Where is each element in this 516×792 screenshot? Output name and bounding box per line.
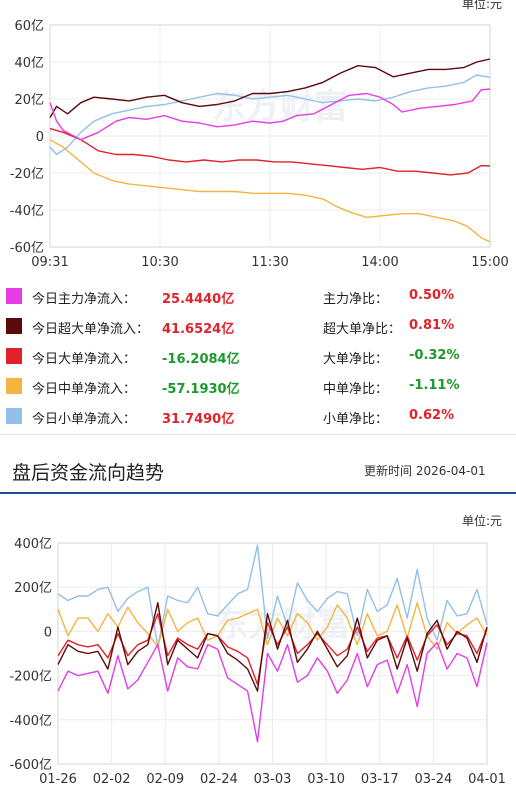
series-line-small (49, 74, 491, 156)
y-tick-label: 200亿 (14, 581, 52, 596)
section-title: 盘后资金流向趋势 (12, 462, 165, 484)
y-tick-label: 400亿 (14, 537, 52, 552)
update-label: 更新时间 (364, 464, 413, 478)
y-tick-label: 60亿 (14, 19, 44, 34)
update-date: 2026-04-01 (415, 464, 486, 478)
x-tick-label: 03-10 (307, 772, 345, 787)
series-line-super (57, 601, 488, 692)
ratio-value: 0.62% (409, 408, 455, 423)
legend-label: 今日主力净流入： (32, 292, 137, 307)
series-line-main (57, 641, 488, 743)
legend-label: 今日中单净流入： (32, 382, 137, 397)
ratio-value: 0.81% (409, 318, 455, 333)
x-tick-label: 09:31 (31, 255, 68, 270)
x-tick-label: 03-24 (414, 772, 452, 787)
x-tick-label: 14:00 (361, 255, 398, 270)
y-tick-label: 20亿 (14, 93, 44, 108)
legend-row-large: 今日大单净流入： -16.2084亿 大单净比： -0.32% (0, 342, 516, 372)
legend-swatch (6, 288, 22, 304)
x-tick-label: 02-02 (93, 772, 131, 787)
y-tick-label: -60亿 (10, 241, 44, 256)
x-tick-label: 10:30 (141, 255, 178, 270)
x-tick-label: 03-03 (254, 772, 292, 787)
legend-value: -57.1930亿 (162, 382, 240, 397)
y-tick-label: -40亿 (10, 204, 44, 219)
legend-label: 今日小单净流入： (32, 412, 137, 427)
ratio-label: 小单净比： (323, 412, 389, 427)
y-tick-label: -600亿 (9, 758, 52, 773)
ratio-value: -1.11% (409, 378, 460, 393)
x-tick-label: 03-17 (361, 772, 399, 787)
legend-swatch (6, 408, 22, 424)
x-tick-label: 04-01 (468, 772, 506, 787)
y-tick-label: 40亿 (14, 56, 44, 71)
series-line-large (49, 127, 491, 176)
unit-label: 单位:元 (462, 0, 503, 11)
legend-row-medium: 今日中单净流入： -57.1930亿 中单净比： -1.11% (0, 372, 516, 402)
legend-value: 31.7490亿 (162, 412, 235, 427)
x-tick-label: 01-26 (39, 772, 77, 787)
legend-value: -16.2084亿 (162, 352, 240, 367)
legend-label: 今日大单净流入： (32, 352, 137, 367)
unit-label: 单位:元 (462, 514, 503, 528)
ratio-label: 主力净比： (323, 292, 389, 307)
section-underline (0, 492, 516, 494)
ratio-label: 大单净比： (323, 352, 389, 367)
series-line-main (49, 88, 491, 141)
series-line-small (57, 544, 488, 648)
x-tick-label: 11:30 (251, 255, 288, 270)
ratio-label: 超大单净比： (323, 322, 402, 337)
legend-label: 今日超大单净流入： (32, 322, 150, 337)
legend-value: 25.4440亿 (162, 292, 235, 307)
legend-row-small: 今日小单净流入： 31.7490亿 小单净比： 0.62% (0, 402, 516, 432)
legend-swatch (6, 318, 22, 334)
x-tick-label: 15:00 (471, 255, 508, 270)
ratio-label: 中单净比： (323, 382, 389, 397)
legend-row-super: 今日超大单净流入： 41.6524亿 超大单净比： 0.81% (0, 312, 516, 342)
x-tick-label: 02-24 (200, 772, 238, 787)
y-tick-label: 0 (44, 625, 52, 640)
series-line-super (49, 58, 491, 118)
x-tick-label: 02-09 (146, 772, 184, 787)
y-tick-label: -200亿 (9, 670, 52, 685)
legend-row-main: 今日主力净流入： 25.4440亿 主力净比： 0.50% (0, 282, 516, 312)
divider (0, 434, 516, 435)
y-tick-label: -400亿 (9, 714, 52, 729)
y-tick-label: 0 (36, 130, 44, 145)
series-line-medium (49, 139, 491, 243)
legend-swatch (6, 348, 22, 364)
update-time: 更新时间 2026-04-01 (364, 462, 486, 479)
ratio-value: 0.50% (409, 288, 455, 303)
y-tick-label: -20亿 (10, 167, 44, 182)
legend-swatch (6, 378, 22, 394)
ratio-value: -0.32% (409, 348, 460, 363)
legend-value: 41.6524亿 (162, 322, 235, 337)
